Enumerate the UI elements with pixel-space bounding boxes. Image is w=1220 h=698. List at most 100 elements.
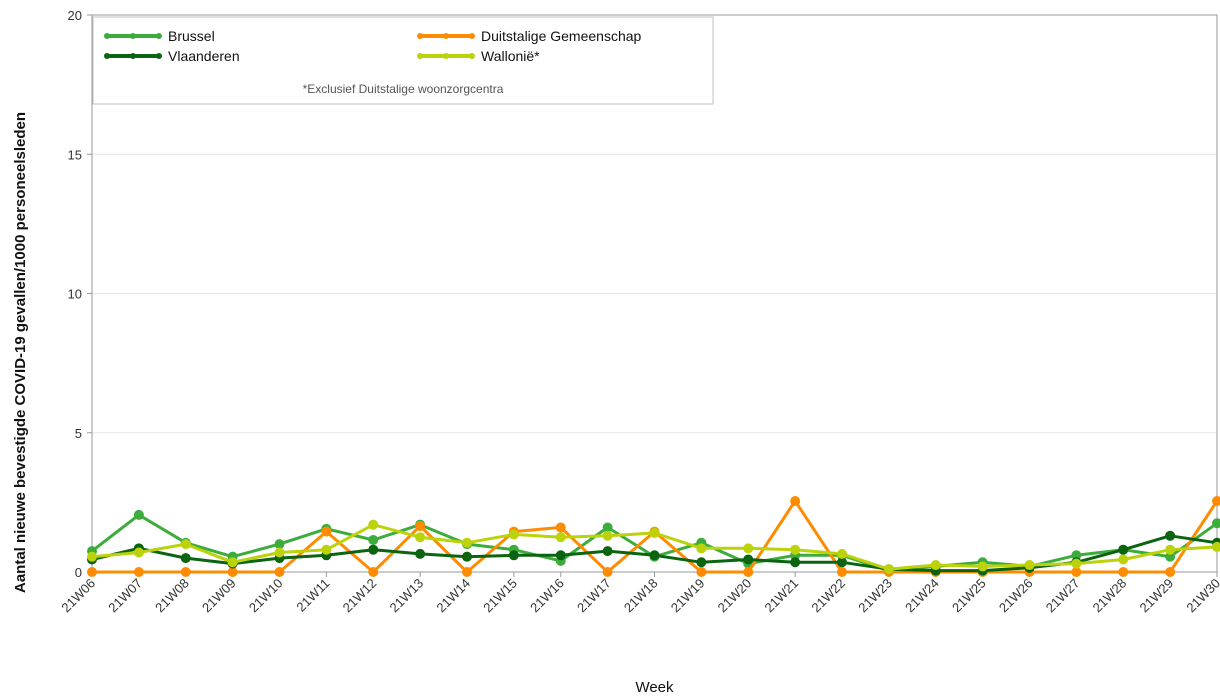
data-point: [368, 567, 379, 577]
series-line: [91, 513, 1218, 573]
x-tick-label: 21W30: [1183, 576, 1220, 616]
x-tick-label: 21W26: [996, 576, 1036, 616]
legend: *Exclusief Duitstalige woonzorgcentra Br…: [92, 16, 714, 105]
data-point: [1212, 518, 1220, 529]
x-tick-label: 21W21: [762, 576, 802, 616]
x-tick-label: 21W19: [668, 576, 708, 616]
data-point: [555, 522, 566, 533]
legend-swatch-marker: [130, 33, 136, 39]
x-tick-label: 21W22: [808, 576, 848, 616]
legend-swatch-marker: [130, 53, 136, 59]
data-point: [602, 567, 613, 577]
data-point: [180, 539, 191, 550]
x-tick-label: 21W18: [621, 576, 661, 616]
x-tick-label: 21W12: [340, 576, 380, 616]
data-point: [1165, 544, 1176, 555]
data-point: [87, 551, 97, 562]
x-tick-label: 21W27: [1043, 576, 1083, 616]
x-tick-label: 21W08: [152, 576, 192, 616]
x-tick-label: 21W16: [527, 576, 567, 616]
legend-label: Brussel: [168, 28, 215, 44]
x-tick-label: 21W11: [293, 576, 332, 615]
data-point: [1071, 567, 1082, 577]
x-tick-label: 21W07: [105, 576, 145, 616]
data-point: [1118, 567, 1129, 577]
x-tick-label: 21W24: [902, 576, 942, 616]
data-point: [883, 564, 894, 575]
data-point: [837, 567, 847, 577]
series-lines: [87, 495, 1220, 577]
data-point: [227, 557, 238, 568]
data-point: [1165, 530, 1176, 541]
legend-swatch-marker: [104, 53, 110, 59]
data-point: [508, 529, 519, 540]
y-tick-label: 5: [75, 426, 82, 441]
data-point: [743, 567, 754, 577]
data-point: [555, 532, 566, 543]
legend-swatch-marker: [104, 33, 110, 39]
data-point: [133, 567, 144, 577]
legend-swatch-marker: [443, 53, 449, 59]
data-point: [696, 567, 707, 577]
data-point: [462, 551, 472, 562]
data-point: [274, 539, 285, 550]
legend-swatch-marker: [417, 33, 423, 39]
data-point: [743, 543, 754, 554]
y-tick-label: 0: [75, 565, 82, 580]
data-point: [1024, 560, 1035, 571]
data-point: [508, 550, 519, 561]
data-point: [180, 567, 191, 577]
data-point: [837, 557, 847, 568]
data-point: [462, 537, 472, 548]
data-point: [1071, 558, 1082, 569]
x-tick-label: 21W17: [574, 576, 614, 616]
legend-label: Duitstalige Gemeenschap: [481, 28, 642, 44]
series-group: [87, 519, 1220, 575]
x-tick-label: 21W29: [1137, 576, 1177, 616]
data-point: [133, 547, 144, 558]
data-point: [977, 561, 988, 572]
data-point: [930, 560, 941, 571]
data-point: [649, 550, 660, 561]
y-axis: 0 5 10 15 20: [68, 8, 92, 580]
legend-swatch-marker: [469, 33, 475, 39]
data-point: [602, 530, 613, 541]
data-point: [837, 548, 847, 559]
data-point: [1118, 544, 1129, 555]
data-point: [602, 546, 613, 557]
data-point: [1071, 550, 1082, 561]
x-tick-label: 21W20: [715, 576, 755, 616]
legend-note: *Exclusief Duitstalige woonzorgcentra: [303, 82, 504, 96]
x-tick-label: 21W14: [433, 576, 473, 616]
data-point: [1165, 567, 1176, 577]
y-tick-label: 20: [68, 8, 82, 23]
y-tick-label: 15: [68, 147, 82, 162]
legend-swatch-marker: [156, 33, 162, 39]
data-point: [1165, 551, 1176, 562]
legend-label: Wallonië*: [481, 48, 540, 64]
x-tick-label: 21W13: [387, 576, 427, 616]
x-tick-label: 21W15: [480, 576, 520, 616]
data-point: [462, 567, 472, 577]
series-group: [87, 530, 1220, 576]
x-tick-label: 21W06: [58, 576, 98, 616]
y-axis-title: Aantal nieuwe bevestigde COVID-19 gevall…: [12, 112, 29, 593]
legend-swatch-marker: [443, 33, 449, 39]
y-tick-label: 10: [68, 287, 82, 302]
data-point: [1212, 541, 1220, 552]
data-point: [368, 534, 379, 545]
data-point: [415, 548, 426, 559]
data-point: [555, 550, 566, 561]
data-point: [274, 547, 285, 558]
data-point: [1212, 495, 1220, 506]
data-point: [180, 553, 191, 564]
data-point: [87, 567, 97, 577]
data-point: [696, 557, 707, 568]
x-tick-label: 21W23: [855, 576, 895, 616]
x-tick-label: 21W10: [246, 576, 286, 616]
legend-swatch-marker: [417, 53, 423, 59]
data-point: [1118, 554, 1129, 565]
data-point: [415, 521, 426, 532]
